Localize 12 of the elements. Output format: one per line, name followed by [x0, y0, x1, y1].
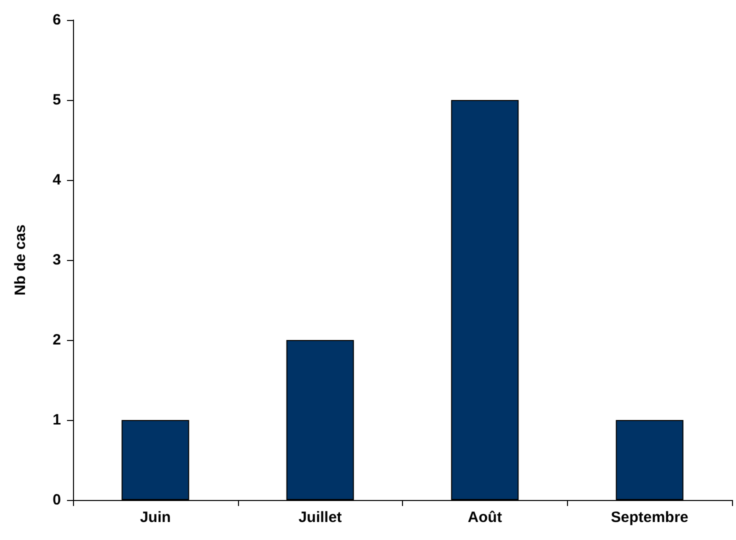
y-tick-label: 2 — [52, 332, 61, 348]
y-tick-label: 0 — [52, 492, 61, 508]
y-axis-title: Nb de cas — [12, 224, 29, 296]
y-tick-label: 1 — [52, 412, 61, 428]
y-tick-label: 3 — [52, 252, 61, 268]
x-tick-label: Septembre — [610, 509, 688, 526]
y-tick-label: 4 — [52, 172, 62, 188]
x-tick-label: Août — [468, 509, 502, 526]
y-tick-label: 6 — [52, 12, 61, 28]
x-tick-label: Juin — [140, 509, 171, 526]
y-tick-label: 5 — [52, 92, 61, 108]
x-tick-label: Juillet — [298, 509, 342, 526]
